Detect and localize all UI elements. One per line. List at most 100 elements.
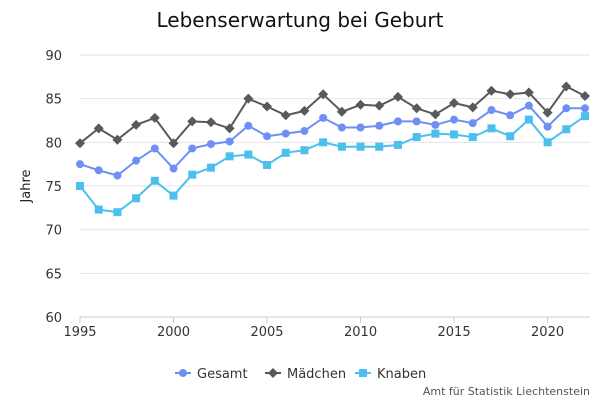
data-point-knaben [412, 133, 421, 142]
data-point-gesamt [393, 117, 402, 126]
data-point-knaben [113, 208, 122, 217]
data-point-m-dchen [561, 81, 572, 92]
data-point-knaben [506, 132, 515, 141]
data-point-gesamt [319, 113, 328, 122]
data-point-gesamt [506, 111, 515, 120]
data-point-m-dchen [523, 87, 534, 98]
data-point-gesamt [225, 137, 234, 146]
data-point-knaben [562, 125, 571, 134]
data-point-m-dchen [168, 138, 179, 149]
legend-item-gesamt[interactable]: Gesamt [175, 367, 248, 382]
data-point-m-dchen [318, 89, 329, 100]
source-credit: Amt für Statistik Liechtenstein [423, 385, 590, 398]
data-point-gesamt [337, 123, 346, 132]
data-point-gesamt [450, 115, 459, 124]
data-point-m-dchen [449, 98, 460, 109]
legend-swatch-marker [268, 368, 278, 378]
data-point-gesamt [375, 121, 384, 130]
data-point-knaben [225, 152, 234, 161]
data-point-gesamt [169, 164, 178, 173]
data-point-gesamt [468, 119, 477, 128]
data-point-knaben [431, 129, 440, 138]
data-point-knaben [393, 140, 402, 149]
data-point-knaben [524, 115, 533, 124]
series-line-m-dchen [79, 85, 586, 145]
data-point-knaben [468, 133, 477, 142]
legend-label: Mädchen [287, 367, 346, 382]
data-point-knaben [337, 142, 346, 151]
y-tick-label: 85 [45, 93, 62, 108]
data-point-m-dchen [224, 123, 235, 134]
data-point-gesamt [581, 104, 589, 113]
data-point-m-dchen [467, 102, 478, 113]
legend-label: Gesamt [197, 367, 248, 382]
data-point-gesamt [543, 122, 552, 131]
x-tick-label: 2010 [344, 325, 377, 340]
y-axis-ticks: 60 65 70 75 80 85 90 [45, 49, 62, 326]
data-point-gesamt [113, 171, 122, 180]
legend-label: Knaben [377, 367, 426, 382]
data-point-knaben [375, 142, 384, 151]
data-point-m-dchen [336, 106, 347, 117]
x-tick-label: 1995 [63, 325, 96, 340]
y-tick-label: 65 [45, 267, 62, 282]
data-point-m-dchen [355, 99, 366, 110]
data-point-knaben [450, 130, 459, 139]
data-point-knaben [188, 170, 197, 179]
data-point-m-dchen [374, 100, 385, 111]
y-tick-label: 70 [45, 224, 62, 239]
data-point-knaben [169, 191, 178, 200]
data-point-gesamt [188, 144, 197, 153]
gridlines [80, 54, 590, 274]
data-point-gesamt [524, 101, 533, 110]
data-point-m-dchen [580, 91, 590, 102]
legend-swatch-marker [179, 369, 187, 377]
data-point-gesamt [356, 123, 365, 132]
series-layer [75, 81, 590, 217]
data-point-gesamt [300, 126, 309, 135]
data-point-m-dchen [205, 117, 216, 128]
data-point-m-dchen [280, 110, 291, 121]
data-point-gesamt [244, 121, 253, 130]
x-tick-label: 2000 [157, 325, 190, 340]
data-point-knaben [76, 182, 84, 190]
data-point-knaben [132, 194, 141, 203]
series-line-gesamt [79, 104, 585, 177]
data-point-m-dchen [486, 85, 497, 96]
data-point-knaben [487, 124, 496, 133]
series-gesamt [76, 101, 589, 180]
data-point-gesamt [412, 117, 421, 126]
data-point-m-dchen [131, 119, 142, 130]
legend: Gesamt Mädchen Knaben [175, 367, 426, 382]
data-point-gesamt [487, 106, 496, 115]
legend-swatch-marker [359, 369, 367, 377]
series-m-dchen [75, 81, 590, 149]
data-point-knaben [94, 205, 103, 214]
data-point-knaben [281, 148, 290, 157]
data-point-m-dchen [411, 103, 422, 114]
x-tick-label: 2015 [438, 325, 471, 340]
series-knaben [76, 112, 589, 217]
y-tick-label: 75 [45, 180, 62, 195]
data-point-m-dchen [112, 134, 123, 145]
data-point-knaben [356, 142, 365, 151]
data-point-knaben [319, 138, 328, 147]
data-point-m-dchen [505, 89, 516, 100]
x-tick-label: 2005 [250, 325, 283, 340]
data-point-m-dchen [149, 112, 160, 123]
data-point-m-dchen [187, 116, 198, 127]
legend-item-m-dchen[interactable]: Mädchen [265, 367, 346, 382]
y-axis-label: Jahre [19, 169, 34, 203]
legend-item-knaben[interactable]: Knaben [355, 367, 426, 382]
data-point-m-dchen [299, 105, 310, 116]
data-point-knaben [206, 163, 215, 172]
data-point-gesamt [132, 156, 141, 165]
data-point-gesamt [431, 120, 440, 129]
data-point-knaben [263, 161, 272, 170]
data-point-gesamt [150, 144, 159, 153]
y-tick-label: 90 [45, 49, 62, 64]
series-line-knaben [79, 115, 586, 214]
data-point-gesamt [76, 160, 84, 169]
data-point-knaben [300, 146, 309, 155]
